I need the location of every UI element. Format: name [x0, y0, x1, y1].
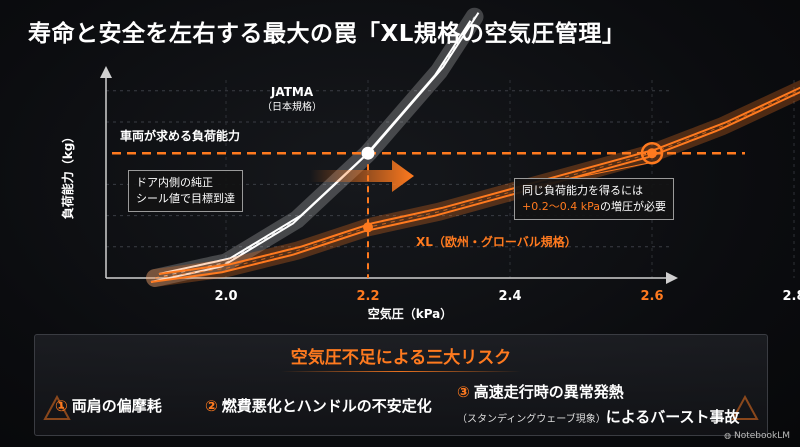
- y-axis-label: 負荷能力（kg）: [60, 131, 75, 220]
- x-tick-label-3: 2.6: [640, 289, 663, 304]
- risk-item-3-number: ③: [457, 383, 470, 401]
- brand-icon: ◍: [724, 431, 732, 440]
- xl-note: 同じ負荷能力を得るには +0.2〜0.4 kPaの増圧が必要: [514, 178, 674, 220]
- jatma-note: ドア内側の純正 シール値で目標到達: [128, 170, 243, 212]
- risk-title-underline: [281, 371, 521, 372]
- load-capacity-chart: 2.02.22.42.62.83.0 負荷能力（kg） 空気圧（kPa）: [60, 7, 800, 321]
- series-line-1: [154, 89, 800, 279]
- brand-text: NotebookLM: [733, 431, 790, 441]
- risk-item-1: ① 両肩の偏摩耗: [55, 395, 162, 416]
- shift-arrow: [310, 160, 414, 192]
- x-tick-label-4: 2.8: [782, 289, 800, 304]
- x-tick-label-1: 2.2: [356, 289, 379, 304]
- risk-item-3-sub: （スタンディングウェーブ現象）: [457, 414, 606, 425]
- series-layer: [146, 7, 800, 287]
- jatma-target-point: [361, 146, 375, 160]
- xl-target-ring: [640, 141, 664, 165]
- risk-item-2-number: ②: [205, 397, 218, 415]
- risk-item-3-text: 高速走行時の異常発熱: [473, 383, 624, 401]
- reference-label: 車両が求める負荷能力: [120, 129, 241, 143]
- x-tick-label-2: 2.4: [498, 289, 521, 304]
- jatma-note-line-1: ドア内側の純正: [136, 176, 213, 189]
- risk-title: 空気圧不足による三大リスク: [290, 348, 512, 368]
- x-tick-label-0: 2.0: [214, 289, 237, 304]
- warning-icon-right: [731, 395, 759, 420]
- series-edge-a-1: [150, 91, 800, 283]
- risk-item-1-number: ①: [55, 397, 68, 415]
- x-axis-label: 空気圧（kPa）: [368, 306, 453, 321]
- brand-watermark: ◍ NotebookLM: [724, 431, 790, 441]
- jatma-name: JATMA: [270, 85, 314, 99]
- jatma-note-line-2: シール値で目標到達: [136, 192, 235, 205]
- xl-series-label: XL（欧州・グローバル規格）: [416, 235, 577, 249]
- xl-target-point: [647, 148, 657, 159]
- risk-item-3: ③ 高速走行時の異常発熱 （スタンディングウェーブ現象）によるバースト事故: [457, 381, 740, 427]
- xl-note-line-3: の増圧が必要: [599, 200, 666, 213]
- xl-at-2-2-point: [363, 222, 373, 233]
- risk-item-1-text: 両肩の偏摩耗: [71, 397, 162, 415]
- jatma-sub: （日本規格）: [262, 102, 322, 113]
- tick-layer: 2.02.22.42.62.83.0: [214, 289, 800, 304]
- risk-item-3-tail: によるバースト事故: [605, 408, 740, 426]
- risk-item-2: ② 燃費悪化とハンドルの不安定化: [205, 395, 432, 416]
- risk-item-2-text: 燃費悪化とハンドルの不安定化: [221, 397, 432, 415]
- jatma-label: JATMA （日本規格）: [262, 84, 322, 116]
- warning-icon-left: [43, 395, 71, 420]
- xl-note-pressure: +0.2〜0.4 kPa: [522, 200, 600, 213]
- xl-note-line-1: 同じ負荷能力を得るには: [522, 184, 643, 197]
- page-title: 寿命と安全を左右する最大の罠「XL規格の空気圧管理」: [28, 21, 626, 47]
